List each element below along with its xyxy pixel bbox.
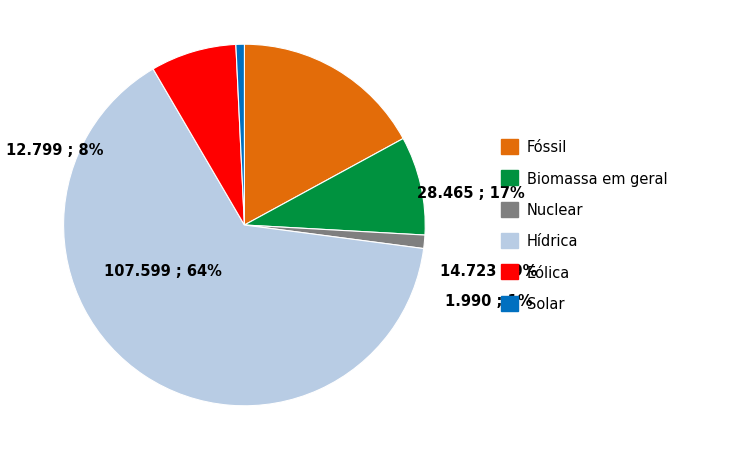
Wedge shape — [244, 139, 425, 235]
Wedge shape — [236, 45, 244, 226]
Text: 28.465 ; 17%: 28.465 ; 17% — [417, 185, 524, 201]
Wedge shape — [244, 45, 403, 226]
Text: 12.799 ; 8%: 12.799 ; 8% — [6, 142, 103, 157]
Wedge shape — [244, 226, 425, 249]
Text: 107.599 ; 64%: 107.599 ; 64% — [104, 263, 222, 278]
Wedge shape — [64, 70, 423, 406]
Wedge shape — [153, 45, 244, 226]
Text: 1.990 ; 1%: 1.990 ; 1% — [444, 294, 532, 309]
Legend: Fóssil, Biomassa em geral, Nuclear, Hídrica, Eólica, Solar: Fóssil, Biomassa em geral, Nuclear, Hídr… — [495, 133, 674, 318]
Text: 14.723 ; 9%: 14.723 ; 9% — [440, 263, 537, 278]
